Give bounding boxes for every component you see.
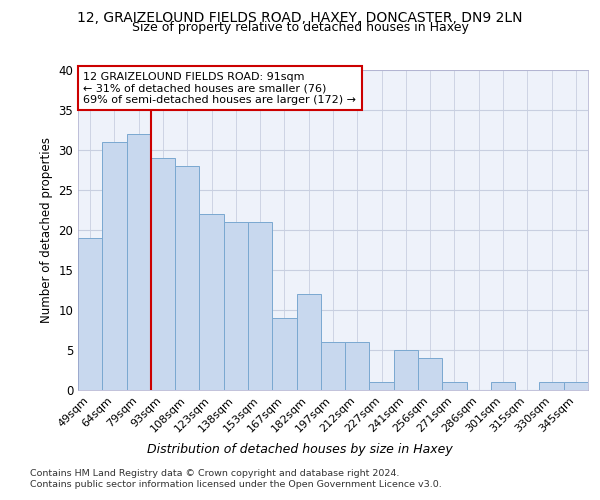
Bar	[345, 342, 370, 390]
Bar	[442, 382, 467, 390]
Bar	[248, 222, 272, 390]
Bar	[175, 166, 199, 390]
Bar	[224, 222, 248, 390]
Y-axis label: Number of detached properties: Number of detached properties	[40, 137, 53, 323]
Text: 12, GRAIZELOUND FIELDS ROAD, HAXEY, DONCASTER, DN9 2LN: 12, GRAIZELOUND FIELDS ROAD, HAXEY, DONC…	[77, 12, 523, 26]
Bar	[127, 134, 151, 390]
Bar	[151, 158, 175, 390]
Text: Contains HM Land Registry data © Crown copyright and database right 2024.: Contains HM Land Registry data © Crown c…	[30, 469, 400, 478]
Bar	[296, 294, 321, 390]
Text: Distribution of detached houses by size in Haxey: Distribution of detached houses by size …	[147, 442, 453, 456]
Bar	[321, 342, 345, 390]
Bar	[272, 318, 296, 390]
Text: Size of property relative to detached houses in Haxey: Size of property relative to detached ho…	[131, 22, 469, 35]
Bar	[102, 142, 127, 390]
Bar	[491, 382, 515, 390]
Text: 12 GRAIZELOUND FIELDS ROAD: 91sqm
← 31% of detached houses are smaller (76)
69% : 12 GRAIZELOUND FIELDS ROAD: 91sqm ← 31% …	[83, 72, 356, 105]
Bar	[418, 358, 442, 390]
Bar	[539, 382, 564, 390]
Bar	[199, 214, 224, 390]
Bar	[370, 382, 394, 390]
Bar	[78, 238, 102, 390]
Bar	[564, 382, 588, 390]
Bar	[394, 350, 418, 390]
Text: Contains public sector information licensed under the Open Government Licence v3: Contains public sector information licen…	[30, 480, 442, 489]
